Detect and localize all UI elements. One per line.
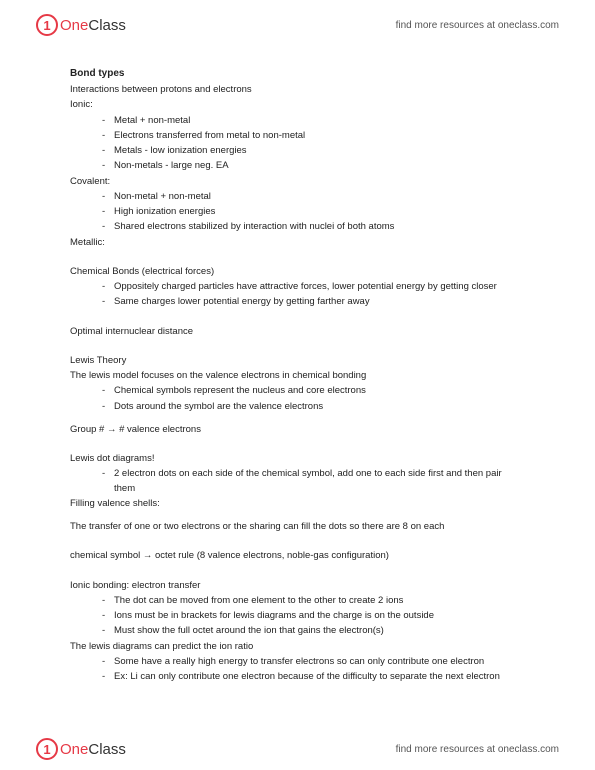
list-item: Dots around the symbol are the valence e… (102, 400, 525, 414)
list-item: Some have a really high energy to transf… (102, 655, 525, 669)
header-tagline: find more resources at oneclass.com (396, 20, 559, 31)
list-item: Non-metals - large neg. EA (102, 159, 525, 173)
document-body: Bond types Interactions between protons … (0, 46, 595, 684)
list-item: Ions must be in brackets for lewis diagr… (102, 609, 525, 623)
page-footer: 1 OneClass find more resources at onecla… (0, 738, 595, 760)
list-item: Shared electrons stabilized by interacti… (102, 220, 525, 234)
list-item: Non-metal + non-metal (102, 190, 525, 204)
lewis-theory-label: Lewis Theory (70, 354, 525, 368)
intro-line: Interactions between protons and electro… (70, 83, 525, 97)
octet-line: chemical symbol → octet rule (8 valence … (70, 549, 525, 563)
ionic-bonding-list: The dot can be moved from one element to… (70, 594, 525, 639)
list-item: 2 electron dots on each side of the chem… (102, 467, 525, 496)
metallic-label: Metallic: (70, 236, 525, 250)
footer-tagline: find more resources at oneclass.com (396, 744, 559, 755)
lewis-list: Chemical symbols represent the nucleus a… (70, 384, 525, 414)
covalent-label: Covalent: (70, 175, 525, 189)
lewis-intro: The lewis model focuses on the valence e… (70, 369, 525, 383)
group-line: Group # → # valence electrons (70, 423, 525, 437)
page-header: 1 OneClass find more resources at onecla… (0, 0, 595, 46)
ionic-bonding-label: Ionic bonding: electron transfer (70, 579, 525, 593)
list-item: High ionization energies (102, 205, 525, 219)
logo-icon: 1 (36, 738, 58, 760)
logo: 1 OneClass (36, 738, 126, 760)
list-item: Metals - low ionization energies (102, 144, 525, 158)
list-item: Chemical symbols represent the nucleus a… (102, 384, 525, 398)
covalent-list: Non-metal + non-metal High ionization en… (70, 190, 525, 235)
list-item: Metal + non-metal (102, 114, 525, 128)
list-item: Electrons transferred from metal to non-… (102, 129, 525, 143)
logo-text: OneClass (60, 741, 126, 758)
logo-icon: 1 (36, 14, 58, 36)
doc-title: Bond types (70, 66, 525, 81)
lewis-dot-list: 2 electron dots on each side of the chem… (70, 467, 525, 496)
lewis-dot-label: Lewis dot diagrams! (70, 452, 525, 466)
chem-bonds-label: Chemical Bonds (electrical forces) (70, 265, 525, 279)
list-item: Oppositely charged particles have attrac… (102, 280, 525, 294)
filling-label: Filling valence shells: (70, 497, 525, 511)
ionic-list: Metal + non-metal Electrons transferred … (70, 114, 525, 174)
filling-text: The transfer of one or two electrons or … (70, 520, 525, 534)
logo-text: OneClass (60, 17, 126, 34)
chem-bonds-list: Oppositely charged particles have attrac… (70, 280, 525, 310)
predict-list: Some have a really high energy to transf… (70, 655, 525, 685)
ionic-label: Ionic: (70, 98, 525, 112)
predict-line: The lewis diagrams can predict the ion r… (70, 640, 525, 654)
optimal-line: Optimal internuclear distance (70, 325, 525, 339)
list-item: The dot can be moved from one element to… (102, 594, 525, 608)
logo: 1 OneClass (36, 14, 126, 36)
list-item: Must show the full octet around the ion … (102, 624, 525, 638)
list-item: Same charges lower potential energy by g… (102, 295, 525, 309)
list-item: Ex: Li can only contribute one electron … (102, 670, 525, 684)
